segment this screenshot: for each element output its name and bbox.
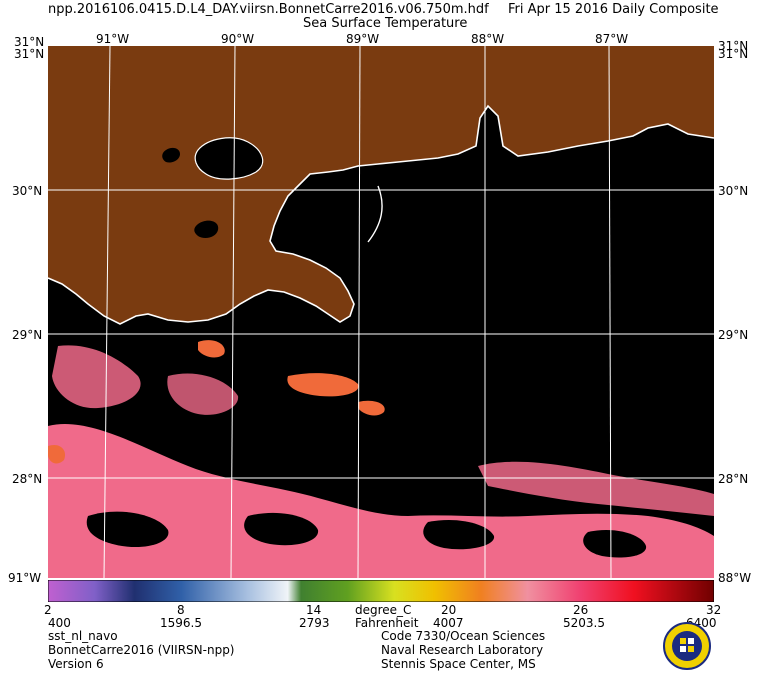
corner-lat-top-right-2: 31°N — [718, 47, 749, 61]
land-mass — [48, 46, 714, 324]
cbar-f-2793: 2793 — [299, 616, 330, 630]
corner-lon-bottom-right: 88°W — [718, 571, 752, 585]
footer-product-code: sst_nl_navo — [48, 629, 118, 643]
cbar-unit-c: degree_C — [355, 603, 412, 617]
lat-label-29-right: 29°N — [718, 328, 749, 342]
file-name: npp.2016106.0415.D.L4_DAY.viirsn.BonnetC… — [48, 2, 489, 17]
sst-black-gaps — [86, 511, 647, 558]
lat-label-28-left: 28°N — [12, 472, 43, 486]
cbar-c-20: 20 — [441, 603, 457, 617]
lon-label-90: 90°W — [221, 32, 255, 46]
barrier-islands — [367, 185, 383, 243]
nrl-seal-logo — [663, 622, 711, 670]
composite-date: Fri Apr 15 2016 Daily Composite — [508, 2, 719, 17]
cbar-f-5203: 5203.5 — [563, 616, 605, 630]
footer-location: Stennis Space Center, MS — [381, 657, 536, 671]
lake-salvador — [194, 220, 219, 238]
lat-label-30-left: 30°N — [12, 184, 43, 198]
cbar-f-1596: 1596.5 — [160, 616, 202, 630]
cbar-c-32: 32 — [706, 603, 722, 617]
graticule — [48, 46, 714, 578]
lon-label-89: 89°W — [346, 32, 380, 46]
sst-map — [48, 46, 714, 578]
lon-label-91: 91°W — [96, 32, 130, 46]
sst-orange-pixels — [48, 340, 385, 464]
cbar-unit-f: Fahrenheit — [355, 616, 419, 630]
cbar-f-4007: 4007 — [433, 616, 464, 630]
footer-version: Version 6 — [48, 657, 104, 671]
cbar-c-8: 8 — [177, 603, 185, 617]
cbar-c-14: 14 — [306, 603, 322, 617]
lat-label-30-right: 30°N — [718, 184, 749, 198]
corner-lat-top-left: 31°N — [14, 35, 45, 49]
cbar-c-26: 26 — [573, 603, 589, 617]
sst-pixels — [48, 345, 714, 578]
coastline — [48, 104, 714, 325]
footer-org-code: Code 7330/Ocean Sciences — [381, 629, 546, 643]
temperature-colorbar — [48, 580, 714, 602]
cbar-c-2: 2 — [44, 603, 52, 617]
corner-lon-bottom-left: 91°W — [8, 571, 42, 585]
lon-label-87: 87°W — [595, 32, 629, 46]
lake-maurepas — [162, 147, 180, 163]
corner-lat-top-right: 31°N — [718, 39, 749, 53]
lat-label-29-left: 29°N — [12, 328, 43, 342]
footer-region: BonnetCarre2016 (VIIRSN-npp) — [48, 643, 235, 657]
lake-pontchartrain — [195, 137, 263, 180]
lake-outline — [194, 137, 264, 180]
lat-label-28-right: 28°N — [718, 472, 749, 486]
cbar-f-400: 400 — [48, 616, 71, 630]
footer-lab: Naval Research Laboratory — [381, 643, 544, 657]
corner-lat-top-left-2: 31°N — [14, 47, 45, 61]
product-title: Sea Surface Temperature — [303, 16, 468, 31]
lon-label-88: 88°W — [471, 32, 505, 46]
